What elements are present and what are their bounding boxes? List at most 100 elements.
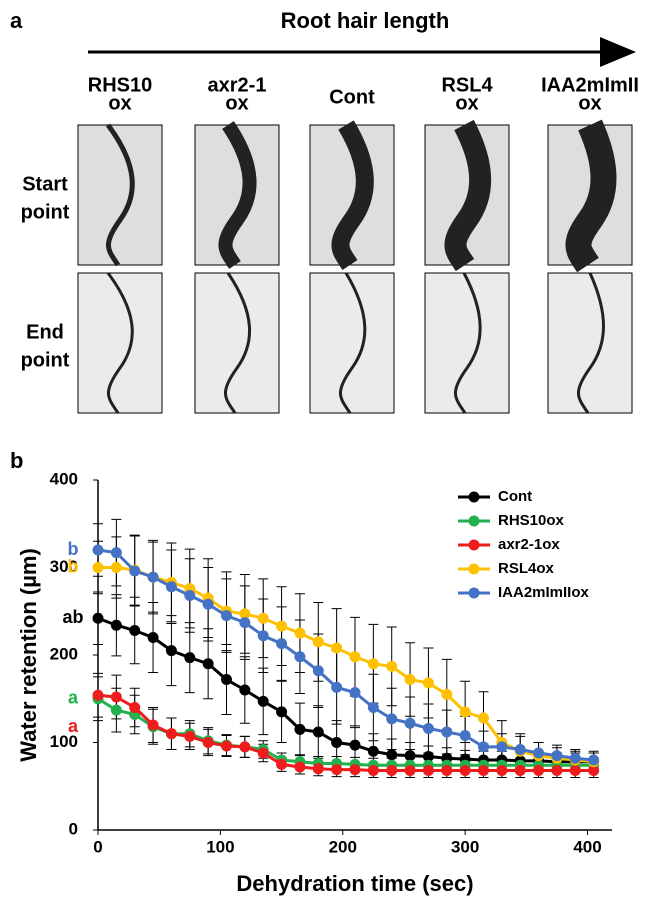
point xyxy=(312,665,324,677)
root xyxy=(331,120,374,270)
point xyxy=(239,608,251,620)
point xyxy=(110,562,122,573)
root xyxy=(218,121,257,269)
point xyxy=(478,712,489,724)
chart: b 0 100 200 300 400 0 100 200 300 400 Dehydration t… xyxy=(10,448,612,896)
legend-marker xyxy=(468,515,480,527)
point xyxy=(441,688,453,700)
legend-marker xyxy=(468,491,480,503)
point xyxy=(110,547,122,559)
point xyxy=(294,761,306,773)
root xyxy=(454,272,482,414)
point xyxy=(478,765,489,776)
point xyxy=(294,723,306,735)
micrograph xyxy=(547,272,633,414)
point xyxy=(312,763,324,775)
x-tick-label: 300 xyxy=(451,837,479,856)
point xyxy=(257,612,269,624)
legend-label: RSL4ox xyxy=(498,560,555,577)
point xyxy=(514,744,526,755)
legend-label: IAA2mImIIox xyxy=(498,584,590,601)
point xyxy=(110,691,122,703)
y-axis-title: Water retention (µm) xyxy=(16,548,41,762)
legend-label: Cont xyxy=(498,488,532,505)
row-label: Start xyxy=(22,173,68,195)
x-tick-label: 400 xyxy=(573,837,601,856)
micrograph xyxy=(424,272,510,414)
column-label: RHS10 xyxy=(88,74,152,96)
x-axis-title: Dehydration time (sec) xyxy=(236,871,473,896)
point xyxy=(367,745,379,757)
point xyxy=(202,737,214,748)
point xyxy=(312,636,324,648)
point xyxy=(331,642,343,654)
panel-label: b xyxy=(10,448,23,473)
point xyxy=(129,565,141,577)
point xyxy=(404,765,416,776)
column-label: IAA2mImII xyxy=(541,74,639,96)
point xyxy=(221,740,232,752)
point xyxy=(257,695,269,707)
point xyxy=(386,713,398,725)
series-line xyxy=(97,693,594,772)
legend-marker xyxy=(468,587,480,599)
point xyxy=(588,754,600,766)
point xyxy=(588,765,600,776)
point xyxy=(367,702,379,713)
root xyxy=(565,119,617,273)
point xyxy=(331,681,343,693)
point xyxy=(533,765,545,776)
point xyxy=(349,651,361,663)
point xyxy=(221,610,232,622)
point xyxy=(165,581,177,593)
point xyxy=(459,706,471,718)
y-tick-label: 300 xyxy=(50,557,78,576)
point xyxy=(294,651,306,663)
point xyxy=(349,764,361,776)
point xyxy=(276,758,288,770)
point xyxy=(349,739,361,751)
significance-letter: a xyxy=(68,716,79,736)
point xyxy=(147,632,159,643)
point xyxy=(147,571,159,583)
point xyxy=(110,619,122,631)
point xyxy=(441,726,453,738)
micrograph xyxy=(309,272,395,414)
significance-letter: b xyxy=(68,539,79,559)
point xyxy=(239,617,251,629)
point xyxy=(165,645,177,657)
point xyxy=(367,765,379,776)
series-line xyxy=(97,548,594,762)
point xyxy=(239,684,251,696)
point xyxy=(569,765,581,776)
column-label: Cont xyxy=(329,86,375,108)
point xyxy=(367,658,379,670)
point xyxy=(221,674,232,685)
y-tick-label: 200 xyxy=(50,644,78,663)
point xyxy=(92,544,104,556)
point xyxy=(92,689,104,701)
y-tick-label: 0 xyxy=(69,819,78,838)
point xyxy=(386,660,398,672)
root xyxy=(105,123,135,267)
point xyxy=(92,562,104,573)
x-tick-label: 100 xyxy=(206,837,234,856)
micrograph xyxy=(194,272,280,414)
point xyxy=(257,747,269,759)
point xyxy=(496,741,508,753)
legend-marker xyxy=(468,563,480,575)
x-tick-label: 200 xyxy=(329,837,357,856)
point xyxy=(331,737,343,748)
point xyxy=(422,765,434,776)
root xyxy=(339,272,367,414)
panel-label: a xyxy=(10,8,23,33)
column-label: ox xyxy=(108,92,131,114)
point xyxy=(459,765,471,776)
x-tick-label: 0 xyxy=(93,837,102,856)
significance-letter: ab xyxy=(62,607,83,627)
root xyxy=(444,119,492,272)
point xyxy=(404,717,416,729)
